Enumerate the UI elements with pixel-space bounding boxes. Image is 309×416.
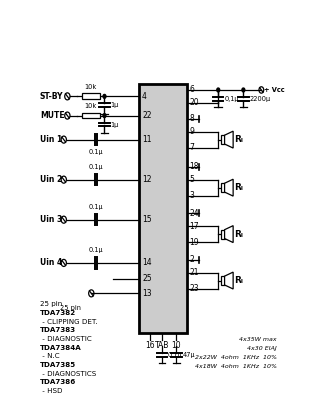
Bar — [221, 183, 225, 192]
Text: 10k: 10k — [85, 103, 97, 109]
Bar — [82, 113, 100, 119]
Text: + Vcc: + Vcc — [264, 87, 285, 93]
Text: 1μ: 1μ — [111, 102, 119, 108]
Text: - DIAGNOSTIC: - DIAGNOSTIC — [40, 336, 91, 342]
Text: 47μ: 47μ — [182, 352, 195, 358]
Text: 24: 24 — [189, 209, 199, 218]
Text: 8: 8 — [189, 114, 194, 123]
Text: TDA7384A: TDA7384A — [40, 344, 82, 351]
Polygon shape — [225, 131, 233, 148]
Text: 23: 23 — [189, 284, 199, 293]
Text: 0.1μ: 0.1μ — [89, 164, 104, 170]
Text: 9: 9 — [189, 127, 194, 136]
Text: 5: 5 — [189, 175, 194, 184]
Bar — [221, 135, 225, 144]
Text: 1μ: 1μ — [111, 121, 119, 128]
Text: 0,1μ: 0,1μ — [224, 96, 239, 102]
Polygon shape — [225, 272, 233, 289]
Text: 4x18W  4ohm  1KHz  10%: 4x18W 4ohm 1KHz 10% — [195, 364, 277, 369]
Text: Rₗ: Rₗ — [234, 230, 243, 239]
Text: 0.1μ: 0.1μ — [168, 352, 183, 358]
Text: TDA7382: TDA7382 — [40, 310, 76, 316]
Text: - CLIPPING DET.: - CLIPPING DET. — [40, 319, 97, 324]
Text: 4x30 EIAJ: 4x30 EIAJ — [247, 346, 277, 351]
Text: 16: 16 — [145, 342, 155, 350]
Bar — [139, 84, 187, 333]
Text: 7: 7 — [189, 143, 194, 152]
Text: Rₗ: Rₗ — [234, 135, 243, 144]
Text: 2200μ: 2200μ — [250, 96, 271, 102]
Text: 0.1μ: 0.1μ — [89, 248, 104, 253]
Text: 19: 19 — [189, 238, 199, 247]
Text: Rₗ: Rₗ — [234, 183, 243, 192]
Text: 18: 18 — [189, 162, 199, 171]
Text: 3: 3 — [189, 191, 194, 200]
Text: 10: 10 — [171, 342, 181, 350]
Text: 2: 2 — [189, 255, 194, 264]
Text: Rₗ: Rₗ — [234, 276, 243, 285]
Text: Uin 3: Uin 3 — [40, 215, 62, 224]
Text: TDA7383: TDA7383 — [40, 327, 76, 333]
Text: MUTE: MUTE — [40, 111, 65, 120]
Text: 21: 21 — [189, 268, 199, 277]
Circle shape — [217, 88, 220, 92]
Text: TDA7385: TDA7385 — [40, 362, 76, 368]
Text: ST-BY: ST-BY — [40, 92, 63, 101]
Text: 20: 20 — [189, 98, 199, 107]
Polygon shape — [225, 179, 233, 196]
Text: 4x35W max: 4x35W max — [239, 337, 277, 342]
Text: 2x22W  4ohm  1KHz  10%: 2x22W 4ohm 1KHz 10% — [195, 354, 277, 359]
Circle shape — [103, 114, 106, 117]
Text: 25 pin: 25 pin — [60, 305, 81, 311]
Text: Uin 1: Uin 1 — [40, 135, 62, 144]
Text: 13: 13 — [142, 289, 152, 298]
Text: - N.C: - N.C — [40, 353, 59, 359]
Text: 6: 6 — [189, 85, 194, 94]
Bar — [221, 230, 225, 238]
Text: - DIAGNOSTICS: - DIAGNOSTICS — [40, 371, 96, 376]
Text: Uin 2: Uin 2 — [40, 175, 62, 184]
Bar — [82, 94, 100, 99]
Text: TAB: TAB — [155, 342, 169, 350]
Text: Uin 4: Uin 4 — [40, 258, 62, 267]
Polygon shape — [225, 225, 233, 243]
Text: - HSD: - HSD — [40, 388, 62, 394]
Text: 15: 15 — [142, 215, 152, 224]
Bar — [221, 276, 225, 285]
Text: 14: 14 — [142, 258, 152, 267]
Text: 0.1μ: 0.1μ — [89, 204, 104, 210]
Circle shape — [242, 88, 245, 92]
Text: 17: 17 — [189, 222, 199, 230]
Text: TDA7386: TDA7386 — [40, 379, 76, 385]
Text: 12: 12 — [142, 175, 152, 184]
Text: 11: 11 — [142, 135, 152, 144]
Text: 25 pin: 25 pin — [40, 301, 62, 307]
Text: 4: 4 — [142, 92, 147, 101]
Text: 0.1μ: 0.1μ — [89, 149, 104, 155]
Circle shape — [103, 94, 106, 98]
Text: 22: 22 — [142, 111, 152, 120]
Text: 25: 25 — [142, 275, 152, 283]
Text: 10k: 10k — [85, 84, 97, 90]
